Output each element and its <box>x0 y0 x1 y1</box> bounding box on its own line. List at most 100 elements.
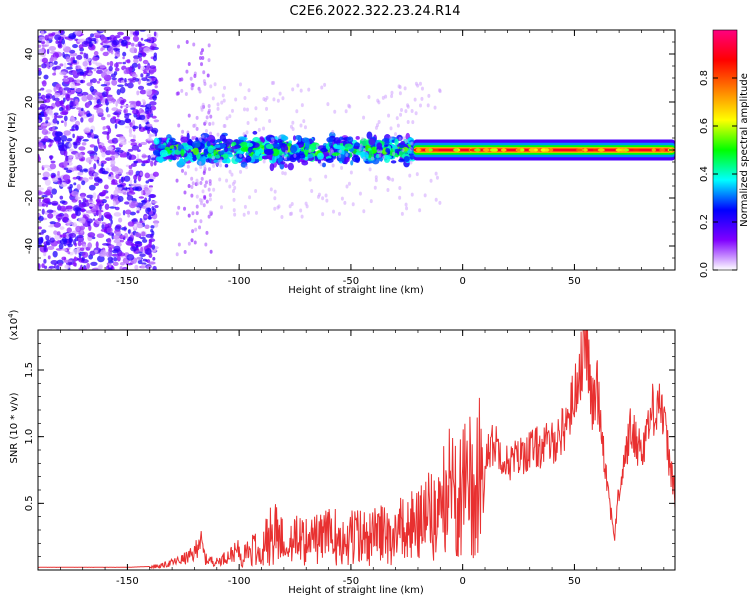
heatmap-cell <box>110 219 113 225</box>
heatmap-cell <box>101 151 106 158</box>
heatmap-cell <box>48 109 53 116</box>
heatmap-cell <box>77 171 84 176</box>
heatmap-cell <box>148 252 153 258</box>
heatmap-cell <box>137 52 143 58</box>
heatmap-cell <box>95 241 99 248</box>
heatmap-cell <box>141 155 149 158</box>
heatmap-cell <box>57 170 60 176</box>
heatmap-cell <box>76 164 83 171</box>
heatmap-cell <box>216 106 220 111</box>
heatmap-cell <box>53 230 58 235</box>
heatmap-cell <box>435 175 439 180</box>
heatmap-cell <box>286 142 292 147</box>
heatmap-cell <box>331 163 335 168</box>
heatmap-cell <box>81 91 89 96</box>
heatmap-cell <box>116 89 121 96</box>
heatmap-cell <box>112 48 121 51</box>
heatmap-cell <box>89 144 95 148</box>
heatmap-cell <box>126 188 130 193</box>
heatmap-cell <box>201 189 205 194</box>
heatmap-cell <box>180 168 184 173</box>
heatmap-cell <box>90 155 94 160</box>
heatmap-cell <box>211 121 215 126</box>
heatmap-cell <box>368 150 374 155</box>
heatmap-cell <box>187 213 191 218</box>
heatmap-cell <box>86 82 93 87</box>
heatmap-cell <box>43 197 51 203</box>
heatmap-cell <box>127 221 135 227</box>
heatmap-cell <box>108 262 112 268</box>
heatmap-cell <box>344 143 353 150</box>
heatmap-cell <box>68 148 74 152</box>
heatmap-cell <box>274 136 278 140</box>
heatmap-cell <box>92 218 96 221</box>
heatmap-cell <box>126 67 129 74</box>
heatmap-cell <box>50 260 59 265</box>
heatmap-cell <box>152 265 157 270</box>
heatmap-cell <box>192 156 197 162</box>
heatmap-cell <box>351 155 361 163</box>
heatmap-cell <box>347 103 351 108</box>
heatmap-cell <box>120 39 128 47</box>
heatmap-cell <box>190 238 194 243</box>
spectrogram-ylabel: Frequency (Hz) <box>7 112 18 188</box>
heatmap-cell <box>200 62 204 67</box>
heatmap-cell <box>88 41 93 48</box>
heatmap-cell <box>396 123 400 128</box>
heatmap-cell <box>204 120 208 125</box>
heatmap-cell <box>206 73 210 78</box>
x-tick-label: -50 <box>343 576 359 587</box>
heatmap-cell <box>111 79 118 86</box>
heatmap-cell <box>220 100 224 105</box>
heatmap-cell <box>358 191 362 196</box>
heatmap-cell <box>54 114 58 120</box>
heatmap-cell <box>362 148 366 153</box>
heatmap-cell <box>50 160 56 164</box>
heatmap-cell <box>60 99 64 107</box>
heatmap-cell <box>300 214 304 219</box>
heatmap-cell <box>43 74 49 80</box>
heatmap-cell <box>362 115 366 120</box>
heatmap-cell <box>102 40 111 44</box>
heatmap-cell <box>400 140 406 146</box>
heatmap-cell <box>384 94 388 99</box>
heatmap-cell <box>140 37 144 41</box>
heatmap-cell <box>386 187 390 192</box>
heatmap-cell <box>153 222 159 228</box>
heatmap-cell <box>92 192 97 200</box>
heatmap-cell <box>389 135 393 140</box>
heatmap-cell <box>208 181 212 186</box>
heatmap-cell <box>180 148 185 157</box>
heatmap-cell <box>257 127 261 132</box>
heatmap-cell <box>78 146 86 151</box>
heatmap-cell <box>153 137 160 145</box>
heatmap-cell <box>67 243 73 248</box>
heatmap-cell <box>265 106 269 111</box>
heatmap-cell <box>438 89 442 94</box>
heatmap-cell <box>48 144 52 148</box>
heatmap-cell <box>427 93 431 98</box>
heatmap-cell <box>139 253 146 258</box>
heatmap-cell <box>320 85 324 90</box>
heatmap-cell <box>55 214 63 221</box>
heatmap-cell <box>123 175 131 182</box>
heatmap-cell <box>398 91 402 96</box>
heatmap-cell <box>398 185 402 190</box>
heatmap-cell <box>221 93 225 98</box>
heatmap-cell <box>118 179 122 184</box>
heatmap-cell <box>199 137 203 142</box>
heatmap-cell <box>152 94 157 101</box>
heatmap-cell <box>198 89 202 94</box>
heatmap-cell <box>150 160 154 167</box>
heatmap-cell <box>416 83 420 88</box>
heatmap-cell <box>83 169 88 173</box>
heatmap-cell <box>271 148 280 157</box>
heatmap-cell <box>394 132 398 137</box>
heatmap-cell <box>209 84 213 89</box>
heatmap-cell <box>377 100 381 105</box>
heatmap-cell <box>310 188 314 193</box>
heatmap-cell <box>100 47 104 52</box>
heatmap-cell <box>38 36 47 42</box>
heatmap-cell <box>239 169 243 174</box>
heatmap-cell <box>80 259 89 264</box>
